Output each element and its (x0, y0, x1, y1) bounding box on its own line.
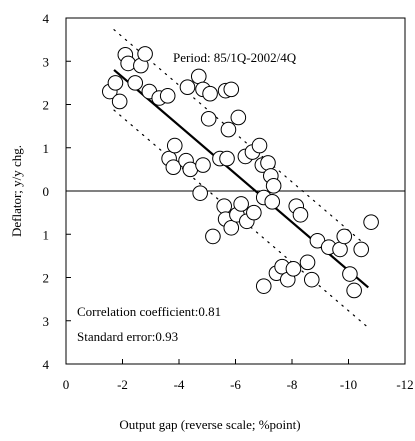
x-tick-label: -6 (230, 377, 241, 392)
data-point (346, 282, 362, 299)
data-point (363, 214, 379, 230)
data-point (353, 241, 370, 258)
data-point (165, 159, 182, 176)
data-point (233, 196, 249, 212)
data-point (190, 68, 207, 85)
x-tick-label: 0 (63, 377, 70, 392)
data-point (336, 228, 353, 245)
data-point (246, 204, 262, 221)
y-tick-label: 1 (43, 227, 50, 242)
data-point (219, 150, 235, 167)
data-point (107, 75, 124, 91)
data-point (299, 254, 316, 271)
std-error-annotation: Standard error:0.93 (77, 329, 178, 344)
data-point (223, 219, 240, 236)
data-point (137, 46, 153, 62)
data-point (195, 157, 211, 173)
data-point (264, 194, 281, 210)
y-axis-ticks: 4 3 2 1 0 1 2 3 4 (43, 11, 71, 372)
data-point (127, 75, 144, 91)
x-tick-label: -8 (287, 377, 298, 392)
y-axis-label: Deflator; y/y chg. (9, 145, 24, 237)
data-point (192, 185, 208, 201)
y-tick-label: 1 (43, 141, 50, 156)
data-point (200, 110, 217, 127)
x-tick-label: -2 (117, 377, 128, 392)
data-point (292, 206, 309, 223)
x-tick-label: -10 (340, 377, 357, 392)
data-point (251, 137, 268, 154)
lower-band-line (113, 109, 369, 329)
correlation-annotation: Correlation coefficient:0.81 (77, 304, 221, 319)
y-tick-label: 4 (43, 357, 50, 372)
x-tick-label: -12 (396, 377, 413, 392)
data-points (101, 46, 379, 299)
data-point (230, 109, 247, 126)
error-bands (113, 29, 369, 329)
data-point (260, 155, 276, 171)
data-point (223, 81, 240, 98)
chart-text-labels: Period: 85/1Q-2002/4Q Correlation coeffic… (9, 50, 301, 432)
data-point (216, 198, 232, 214)
y-tick-label: 0 (43, 184, 50, 199)
y-tick-label: 3 (43, 314, 50, 329)
y-tick-label: 4 (43, 11, 50, 26)
x-tick-label: -4 (174, 377, 185, 392)
x-axis-label: Output gap (reverse scale; %point) (119, 417, 300, 432)
data-point (285, 261, 302, 277)
data-point (166, 137, 183, 154)
upper-band-line (113, 29, 369, 248)
data-point (111, 93, 128, 110)
data-point (159, 88, 176, 104)
data-point (220, 121, 237, 138)
y-tick-label: 2 (43, 98, 50, 113)
data-point (342, 266, 358, 282)
data-point (120, 55, 136, 72)
data-point (332, 241, 348, 258)
data-point (205, 228, 221, 245)
y-tick-label: 3 (43, 54, 50, 69)
data-point (303, 271, 320, 288)
data-point (202, 85, 218, 102)
data-point (255, 278, 272, 294)
y-tick-label: 2 (43, 271, 50, 286)
period-annotation: Period: 85/1Q-2002/4Q (173, 50, 297, 65)
data-point (265, 178, 282, 194)
data-point (179, 79, 196, 95)
x-axis-ticks: 0 -2 -4 -6 -8 -10 -12 (63, 359, 414, 392)
